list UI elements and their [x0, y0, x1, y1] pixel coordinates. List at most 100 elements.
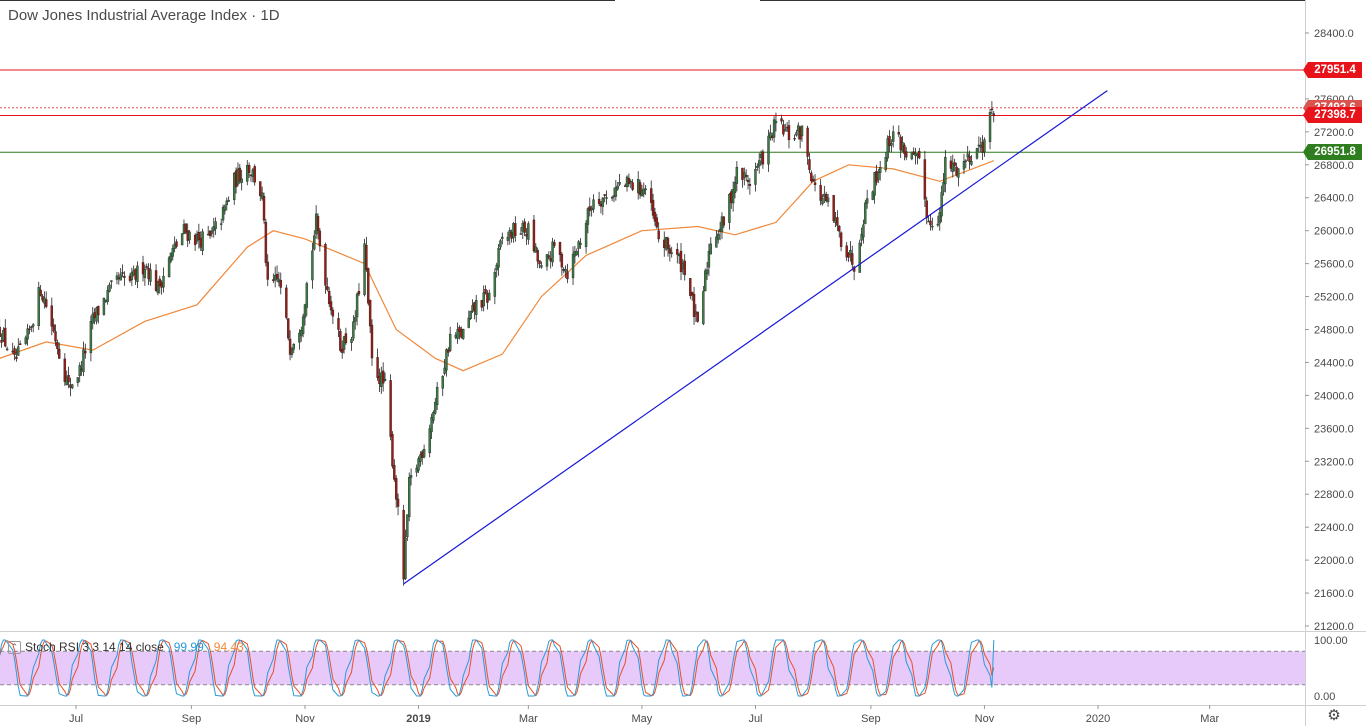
candle-body [767, 135, 770, 165]
candle-body [266, 261, 269, 280]
candlestick-series [0, 101, 995, 586]
candle-body [355, 293, 359, 318]
chevron-icon[interactable]: ⌃ [8, 640, 21, 654]
stoch-rsi-pane: 100.00 0.00 [0, 635, 1348, 703]
candle-body [787, 125, 791, 141]
candle-body [938, 212, 941, 224]
candle-body [197, 232, 201, 240]
candle-body [5, 348, 9, 351]
candle-body [746, 179, 750, 183]
candle-body [76, 377, 80, 383]
price-tick-label: 26400.0 [1314, 193, 1354, 205]
candle-body [221, 207, 225, 221]
candle-body [171, 248, 175, 257]
time-axis[interactable]: Jul Sep Nov 2019 Mar May Jul Sep Nov 2020 Mar [69, 705, 1220, 725]
candle-body [316, 216, 320, 231]
candle-body [376, 357, 379, 378]
candle-body [368, 299, 372, 327]
time-tick-label: Mar [1200, 713, 1219, 725]
candle-body [597, 198, 601, 204]
candle-body [324, 244, 327, 286]
candle-body [884, 157, 887, 171]
gear-icon[interactable]: ⚙ [1327, 707, 1341, 724]
candle-body [769, 132, 772, 139]
candle-body [858, 242, 861, 273]
candle-body [603, 194, 606, 196]
candle-body [970, 161, 973, 165]
candle-body [968, 156, 971, 163]
candle-body [849, 250, 852, 255]
candle-body [469, 311, 472, 319]
candle-body [91, 313, 94, 324]
candle-body [350, 338, 353, 343]
candle-body [434, 401, 437, 414]
horizontal-levels [0, 69, 1305, 153]
stoch-band [0, 651, 1305, 685]
candle-body [793, 137, 796, 140]
candle-body [912, 151, 915, 155]
candle-body [566, 271, 569, 280]
time-tick-label: Sep [182, 713, 202, 725]
candle-body [123, 275, 126, 278]
candle-body [618, 182, 621, 185]
candle-body [709, 243, 712, 255]
candle-body [601, 197, 605, 207]
candle-body [679, 250, 683, 272]
candle-body [942, 181, 945, 192]
candle-body [705, 269, 709, 275]
candle-body [813, 182, 817, 185]
candle-body [240, 178, 243, 183]
candle-body [56, 342, 59, 349]
candle-body [638, 182, 642, 195]
candle-body [610, 196, 614, 199]
candle-body [992, 113, 995, 116]
price-tick-label: 22800.0 [1314, 489, 1354, 501]
candle-body [558, 241, 562, 255]
candle-body [683, 260, 686, 276]
candle-body [780, 118, 783, 122]
candle-body [389, 380, 392, 437]
candle-body [246, 165, 249, 182]
candle-body [462, 328, 465, 339]
candle-body [499, 240, 502, 248]
candle-body [175, 241, 178, 247]
candle-body [865, 198, 869, 204]
candle-body [536, 249, 539, 262]
candle-body [223, 205, 227, 211]
candle-body [501, 236, 504, 239]
time-tick-label: Jul [69, 713, 83, 725]
candle-body [201, 231, 204, 251]
candle-body [285, 287, 288, 318]
candle-body [331, 309, 335, 317]
stoch-rsi-legend[interactable]: ⌃ Stoch RSI 3 3 14 14 close 99.99 94.43 [8, 640, 244, 654]
candle-body [210, 230, 214, 234]
candle-body [707, 250, 711, 268]
candle-body [430, 417, 433, 433]
price-tick-label: 25600.0 [1314, 259, 1354, 271]
candle-body [644, 188, 647, 191]
candle-body [337, 318, 340, 330]
chart-title: Dow Jones Industrial Average Index · 1D [8, 7, 280, 24]
candle-body [357, 290, 361, 295]
candle-body [326, 286, 329, 290]
candle-body [761, 151, 765, 165]
candle-body [696, 311, 699, 322]
price-tick-label: 23200.0 [1314, 456, 1354, 468]
candle-body [288, 338, 292, 355]
candle-body [45, 299, 48, 307]
candle-body [545, 254, 549, 267]
candle-body [800, 125, 804, 137]
candle-body [396, 498, 400, 507]
candle-body [417, 458, 420, 471]
candle-body [247, 164, 251, 174]
price-tick-label: 22400.0 [1314, 522, 1354, 534]
price-tick-label: 22000.0 [1314, 555, 1354, 567]
candle-body [119, 274, 122, 281]
candle-body [220, 223, 223, 225]
candle-body [488, 292, 491, 301]
candle-body [668, 248, 672, 254]
candle-body [17, 346, 20, 356]
trendline[interactable] [403, 90, 1108, 585]
candle-body [836, 217, 839, 226]
